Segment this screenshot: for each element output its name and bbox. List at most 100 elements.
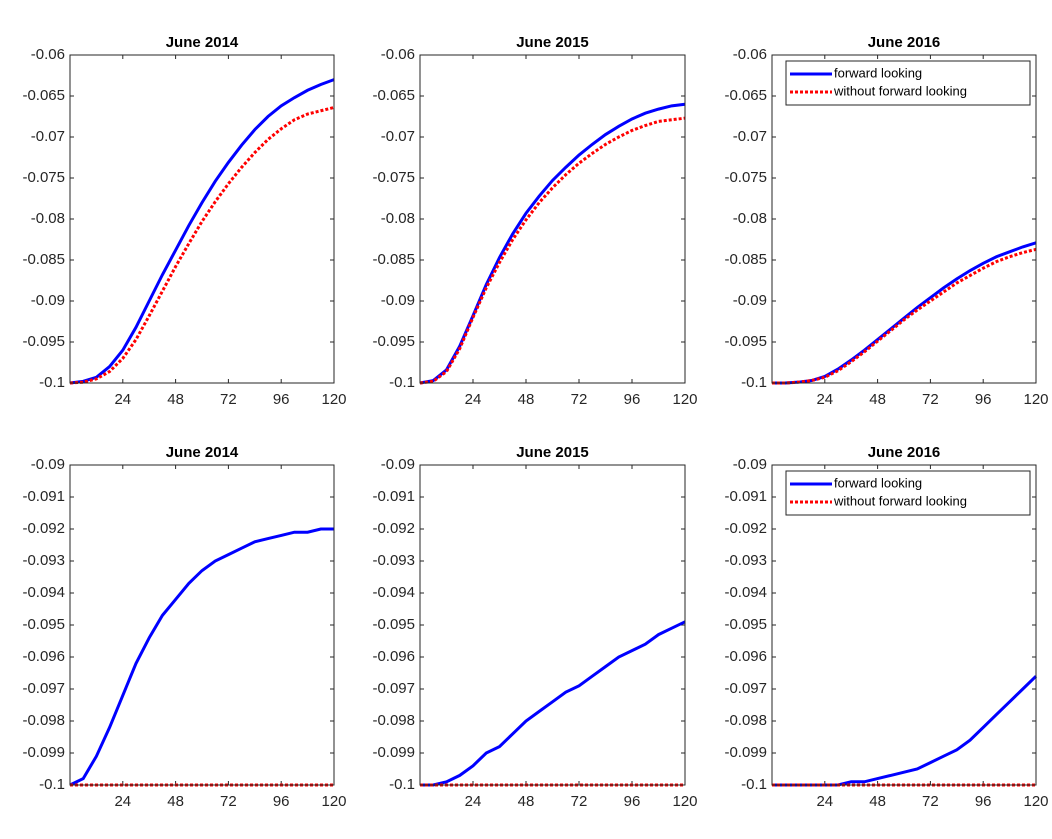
x-tick-label: 72 [220,793,237,810]
chart-title: June 2016 [868,34,941,51]
y-tick-label: -0.095 [724,616,767,633]
y-tick-label: -0.075 [724,169,767,186]
x-tick-label: 120 [672,391,697,408]
y-tick-label: -0.097 [22,680,65,697]
axes-box [419,54,686,384]
y-tick-label: -0.08 [31,210,65,227]
axes-box [419,464,686,786]
series-line [419,102,686,385]
y-tick-label: -0.091 [372,488,415,505]
y-tick-label: -0.07 [733,128,767,145]
x-tick-label: 24 [465,391,482,408]
y-tick-label: -0.093 [22,552,65,569]
y-tick-label: -0.095 [372,333,415,350]
y-tick-label: -0.065 [22,87,65,104]
y-tick-label: -0.06 [31,46,65,63]
legend-label: without forward looking [833,493,967,508]
x-tick-label: 96 [975,391,992,408]
series-line [69,527,334,787]
y-tick-label: -0.075 [22,169,65,186]
y-tick-label: -0.09 [31,292,65,309]
y-tick-label: -0.099 [22,744,65,761]
x-tick-label: 72 [571,793,588,810]
y-tick-label: -0.098 [724,712,767,729]
y-tick-label: -0.075 [372,169,415,186]
y-tick-label: -0.1 [389,374,415,391]
legend-label: forward looking [834,65,922,80]
series-line [772,247,1037,385]
chart-title: June 2015 [516,34,589,51]
y-tick-label: -0.065 [372,87,415,104]
y-tick-label: -0.097 [372,680,415,697]
series-line [772,241,1037,385]
y-tick-label: -0.09 [381,456,415,473]
y-tick-label: -0.091 [724,488,767,505]
x-tick-label: 120 [321,793,346,810]
x-tick-label: 120 [1023,793,1048,810]
y-tick-label: -0.097 [724,680,767,697]
x-tick-label: 120 [321,391,346,408]
chart-title: June 2014 [166,444,239,461]
y-tick-label: -0.099 [724,744,767,761]
y-tick-label: -0.085 [724,251,767,268]
x-tick-label: 96 [273,391,290,408]
x-tick-label: 48 [869,391,886,408]
y-tick-label: -0.096 [372,648,415,665]
x-tick-label: 96 [624,391,641,408]
x-tick-label: 72 [922,793,939,810]
y-tick-label: -0.09 [381,292,415,309]
series-line [69,78,335,385]
y-tick-label: -0.094 [372,584,415,601]
axes-box [69,464,335,786]
y-tick-label: -0.098 [22,712,65,729]
y-tick-label: -0.1 [741,374,767,391]
x-tick-label: 72 [220,391,237,408]
x-tick-label: 24 [465,793,482,810]
y-tick-label: -0.08 [381,210,415,227]
y-tick-label: -0.09 [31,456,65,473]
y-tick-label: -0.06 [381,46,415,63]
x-tick-label: 72 [922,391,939,408]
x-tick-label: 120 [1023,391,1048,408]
x-tick-label: 96 [975,793,992,810]
y-tick-label: -0.092 [724,520,767,537]
y-tick-label: -0.096 [724,648,767,665]
y-tick-label: -0.095 [22,333,65,350]
y-tick-label: -0.091 [22,488,65,505]
x-tick-label: 72 [571,391,588,408]
x-tick-label: 24 [114,391,131,408]
x-tick-label: 48 [167,793,184,810]
y-tick-label: -0.096 [22,648,65,665]
chart-title: June 2015 [516,444,589,461]
y-tick-label: -0.092 [372,520,415,537]
y-tick-label: -0.093 [724,552,767,569]
y-tick-label: -0.085 [22,251,65,268]
y-tick-label: -0.09 [733,456,767,473]
y-tick-label: -0.094 [724,584,767,601]
y-tick-label: -0.095 [372,616,415,633]
series-line [69,106,335,385]
y-tick-label: -0.1 [389,776,415,793]
y-tick-label: -0.07 [381,128,415,145]
y-tick-label: -0.094 [22,584,65,601]
chart-title: June 2016 [868,444,941,461]
y-tick-label: -0.095 [724,333,767,350]
x-tick-label: 24 [816,391,833,408]
y-tick-label: -0.095 [22,616,65,633]
y-tick-label: -0.098 [372,712,415,729]
chart-title: June 2014 [166,34,239,51]
y-tick-label: -0.085 [372,251,415,268]
y-tick-label: -0.1 [39,374,65,391]
axes-box [69,54,335,384]
x-tick-label: 24 [114,793,131,810]
axes-box [771,54,1037,384]
x-tick-label: 120 [672,793,697,810]
y-tick-label: -0.06 [733,46,767,63]
y-tick-label: -0.08 [733,210,767,227]
y-tick-label: -0.07 [31,128,65,145]
y-tick-label: -0.1 [39,776,65,793]
y-tick-label: -0.092 [22,520,65,537]
legend-label: forward looking [834,475,922,490]
